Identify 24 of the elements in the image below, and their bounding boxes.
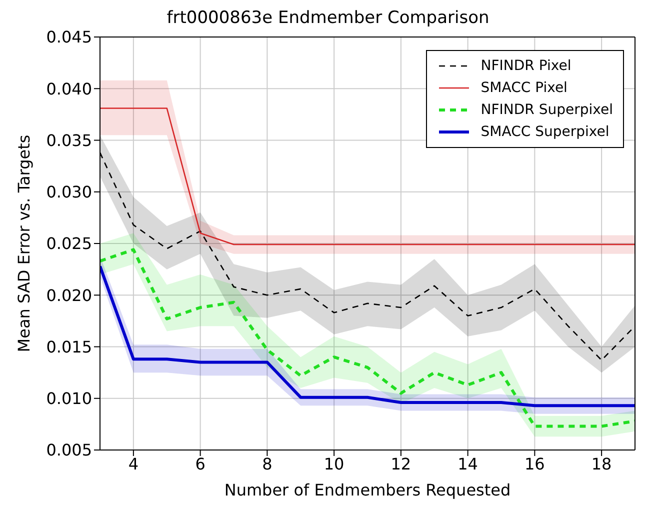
y-tick-label: 0.025: [46, 234, 92, 254]
y-tick-label: 0.030: [46, 182, 92, 202]
x-tick-label: 14: [458, 454, 478, 474]
y-tick-label: 0.035: [46, 130, 92, 150]
y-tick-label: 0.045: [46, 28, 92, 47]
x-tick-label: 12: [390, 454, 412, 474]
x-tick-label: 6: [195, 454, 206, 474]
y-tick-label: 0.020: [46, 286, 92, 305]
legend-label: SMACC Superpixel: [480, 123, 610, 142]
chart-title: frt0000863e Endmember Comparison: [166, 8, 490, 28]
legend-label: NFINDR Superpixel: [480, 101, 613, 120]
x-tick-label: 18: [591, 454, 612, 474]
x-tick-label: 8: [262, 454, 272, 474]
y-tick-label: 0.040: [46, 79, 92, 98]
x-axis-title: Number of Endmembers Requested: [224, 480, 511, 500]
legend-label: SMACC Pixel: [480, 79, 568, 98]
x-tick-label: 16: [524, 454, 545, 474]
x-tick-label: 10: [324, 454, 344, 474]
legend-label: NFINDR Pixel: [480, 57, 572, 76]
y-axis-title: Mean SAD Error vs. Targets: [14, 134, 34, 352]
x-tick-label: 4: [128, 454, 139, 474]
y-tick-label: 0.005: [46, 440, 92, 460]
y-tick-label: 0.010: [46, 389, 92, 408]
y-tick-label: 0.015: [46, 337, 92, 356]
